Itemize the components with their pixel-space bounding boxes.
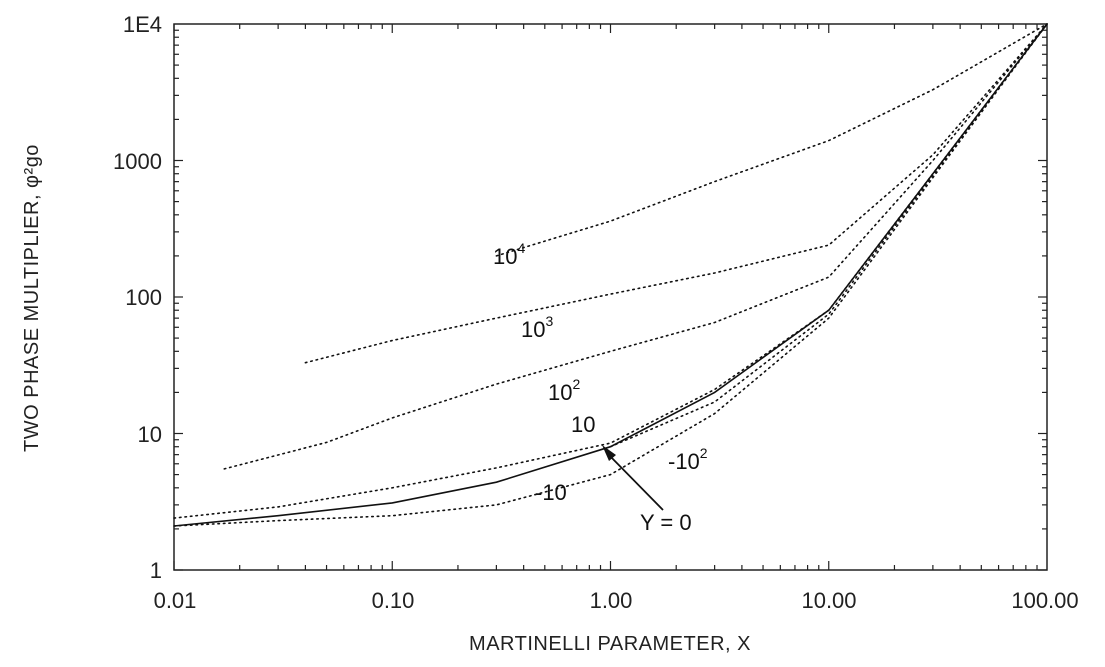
series-line-1 xyxy=(173,23,1048,519)
curve-label-y0: Y = 0 xyxy=(640,510,692,535)
y0-pointer-line xyxy=(605,451,664,511)
y-tick-label-4: 1E4 xyxy=(123,12,162,37)
curve-label-neg-1e2: -102 xyxy=(668,445,708,474)
x-tick-label-0: 0.01 xyxy=(154,588,197,613)
series-line-3 xyxy=(304,23,1048,364)
curve-label-10: 10 xyxy=(571,412,595,437)
series-layer xyxy=(173,23,1048,527)
x-tick-label-3: 10.00 xyxy=(801,588,856,613)
curve-label-1e4: 104 xyxy=(493,240,525,269)
y-tick-label-0: 1 xyxy=(150,558,162,583)
tick-marks xyxy=(173,24,1047,571)
y0-pointer-arrowhead xyxy=(602,445,616,461)
series-line-6 xyxy=(609,23,1048,448)
x-axis-title: MARTINELLI PARAMETER, X xyxy=(469,633,751,655)
curve-label-1e2: 102 xyxy=(548,376,580,405)
plot-frame xyxy=(173,23,1048,571)
series-line-2 xyxy=(223,23,1048,470)
series-line-5 xyxy=(173,23,1048,527)
curve-label-neg-10: -10 xyxy=(535,480,567,505)
series-line-4 xyxy=(495,23,1048,257)
x-tick-label-1: 0.10 xyxy=(372,588,415,613)
series-line-0 xyxy=(173,23,1048,527)
y-tick-label-3: 1000 xyxy=(113,149,162,174)
curve-label-1e3: 103 xyxy=(521,313,553,342)
x-tick-label-4: 100.00 xyxy=(1011,588,1078,613)
x-tick-label-2: 1.00 xyxy=(590,588,633,613)
y-tick-label-2: 100 xyxy=(125,285,162,310)
y-axis-title: TWO PHASE MULTIPLIER, φ²go xyxy=(21,144,43,452)
y-tick-label-1: 10 xyxy=(138,422,162,447)
